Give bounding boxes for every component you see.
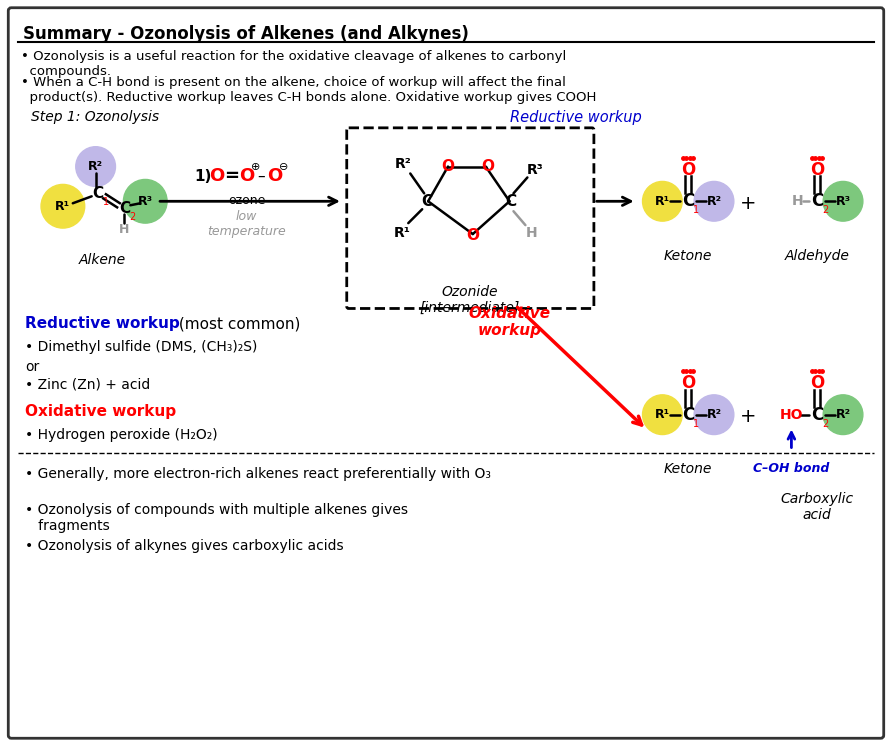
Text: C: C: [811, 406, 823, 424]
Circle shape: [642, 395, 682, 434]
Circle shape: [823, 181, 863, 221]
Text: 1: 1: [103, 198, 109, 207]
Text: • Zinc (Zn) + acid: • Zinc (Zn) + acid: [25, 378, 151, 392]
Text: C: C: [92, 186, 103, 201]
Text: –: –: [258, 169, 265, 184]
Text: Alkene: Alkene: [79, 253, 126, 267]
Text: O: O: [442, 159, 455, 174]
Text: • Dimethyl sulfide (DMS, (CH₃)₂S): • Dimethyl sulfide (DMS, (CH₃)₂S): [25, 340, 258, 354]
Text: R¹: R¹: [655, 408, 670, 421]
Text: Oxidative workup: Oxidative workup: [25, 404, 177, 419]
Text: O: O: [681, 374, 695, 392]
Text: HO: HO: [780, 407, 803, 421]
Text: Summary - Ozonolysis of Alkenes (and Alkynes): Summary - Ozonolysis of Alkenes (and Alk…: [23, 25, 469, 43]
Text: O: O: [481, 159, 494, 174]
Text: +: +: [739, 194, 756, 213]
Text: • Ozonolysis of compounds with multiple alkenes gives
   fragments: • Ozonolysis of compounds with multiple …: [25, 503, 409, 533]
Text: ⊕: ⊕: [251, 162, 260, 172]
FancyBboxPatch shape: [347, 128, 594, 309]
Text: 1): 1): [194, 169, 211, 184]
Text: Ketone: Ketone: [664, 249, 713, 263]
Text: Ketone: Ketone: [664, 463, 713, 477]
Circle shape: [694, 395, 734, 434]
Text: O: O: [239, 167, 254, 186]
Text: O: O: [467, 228, 479, 242]
Text: R²: R²: [706, 408, 722, 421]
Circle shape: [123, 180, 167, 223]
Text: 2: 2: [129, 212, 136, 222]
Text: Reductive workup: Reductive workup: [509, 110, 641, 125]
Text: 2: 2: [822, 419, 829, 429]
Text: Aldehyde: Aldehyde: [785, 249, 850, 263]
Text: • When a C-H bond is present on the alkene, choice of workup will affect the fin: • When a C-H bond is present on the alke…: [21, 76, 597, 104]
Text: R¹: R¹: [55, 200, 70, 213]
Text: ozone: ozone: [227, 195, 265, 207]
Text: 2: 2: [822, 205, 829, 216]
Text: R²: R²: [836, 408, 851, 421]
Text: C: C: [505, 194, 516, 209]
Circle shape: [694, 181, 734, 221]
Text: O: O: [810, 160, 824, 178]
Text: R³: R³: [137, 195, 153, 208]
FancyBboxPatch shape: [8, 7, 884, 739]
Text: H: H: [120, 222, 129, 236]
Text: O: O: [681, 160, 695, 178]
Text: low
temperature: low temperature: [207, 210, 285, 238]
Text: H: H: [791, 194, 803, 208]
Circle shape: [76, 147, 115, 186]
Text: C–OH bond: C–OH bond: [753, 463, 830, 475]
Text: C: C: [682, 406, 694, 424]
Text: R¹: R¹: [655, 195, 670, 208]
Text: O: O: [810, 374, 824, 392]
Text: • Hydrogen peroxide (H₂O₂): • Hydrogen peroxide (H₂O₂): [25, 427, 218, 442]
Text: C: C: [119, 201, 130, 216]
Text: Ozonide
[intermediate]: Ozonide [intermediate]: [420, 285, 520, 315]
Text: (most common): (most common): [174, 316, 301, 331]
Text: • Generally, more electron-rich alkenes react preferentially with O₃: • Generally, more electron-rich alkenes …: [25, 467, 491, 481]
Text: Carboxylic
acid: Carboxylic acid: [780, 492, 854, 522]
Text: • Ozonolysis is a useful reaction for the oxidative cleavage of alkenes to carbo: • Ozonolysis is a useful reaction for th…: [21, 51, 566, 78]
Circle shape: [823, 395, 863, 434]
Text: R³: R³: [527, 163, 544, 177]
Circle shape: [41, 184, 85, 228]
Text: R²: R²: [88, 160, 103, 173]
Text: R³: R³: [836, 195, 851, 208]
Text: O: O: [267, 167, 282, 186]
Circle shape: [642, 181, 682, 221]
Text: C: C: [422, 194, 433, 209]
Text: ⊖: ⊖: [278, 162, 288, 172]
Text: Reductive workup: Reductive workup: [25, 316, 180, 331]
Text: +: +: [739, 407, 756, 426]
Text: R²: R²: [706, 195, 722, 208]
Text: or: or: [25, 360, 39, 374]
Text: =: =: [224, 167, 239, 186]
Text: C: C: [811, 192, 823, 210]
Text: Oxidative
workup: Oxidative workup: [468, 306, 550, 338]
Text: R¹: R¹: [394, 226, 410, 240]
Text: • Ozonolysis of alkynes gives carboxylic acids: • Ozonolysis of alkynes gives carboxylic…: [25, 539, 343, 553]
Text: Step 1: Ozonolysis: Step 1: Ozonolysis: [31, 110, 160, 124]
Text: 1: 1: [693, 205, 699, 216]
Text: O: O: [209, 167, 225, 186]
Text: H: H: [525, 226, 537, 240]
Text: C: C: [682, 192, 694, 210]
Text: 1: 1: [693, 419, 699, 429]
Text: R²: R²: [395, 157, 412, 171]
